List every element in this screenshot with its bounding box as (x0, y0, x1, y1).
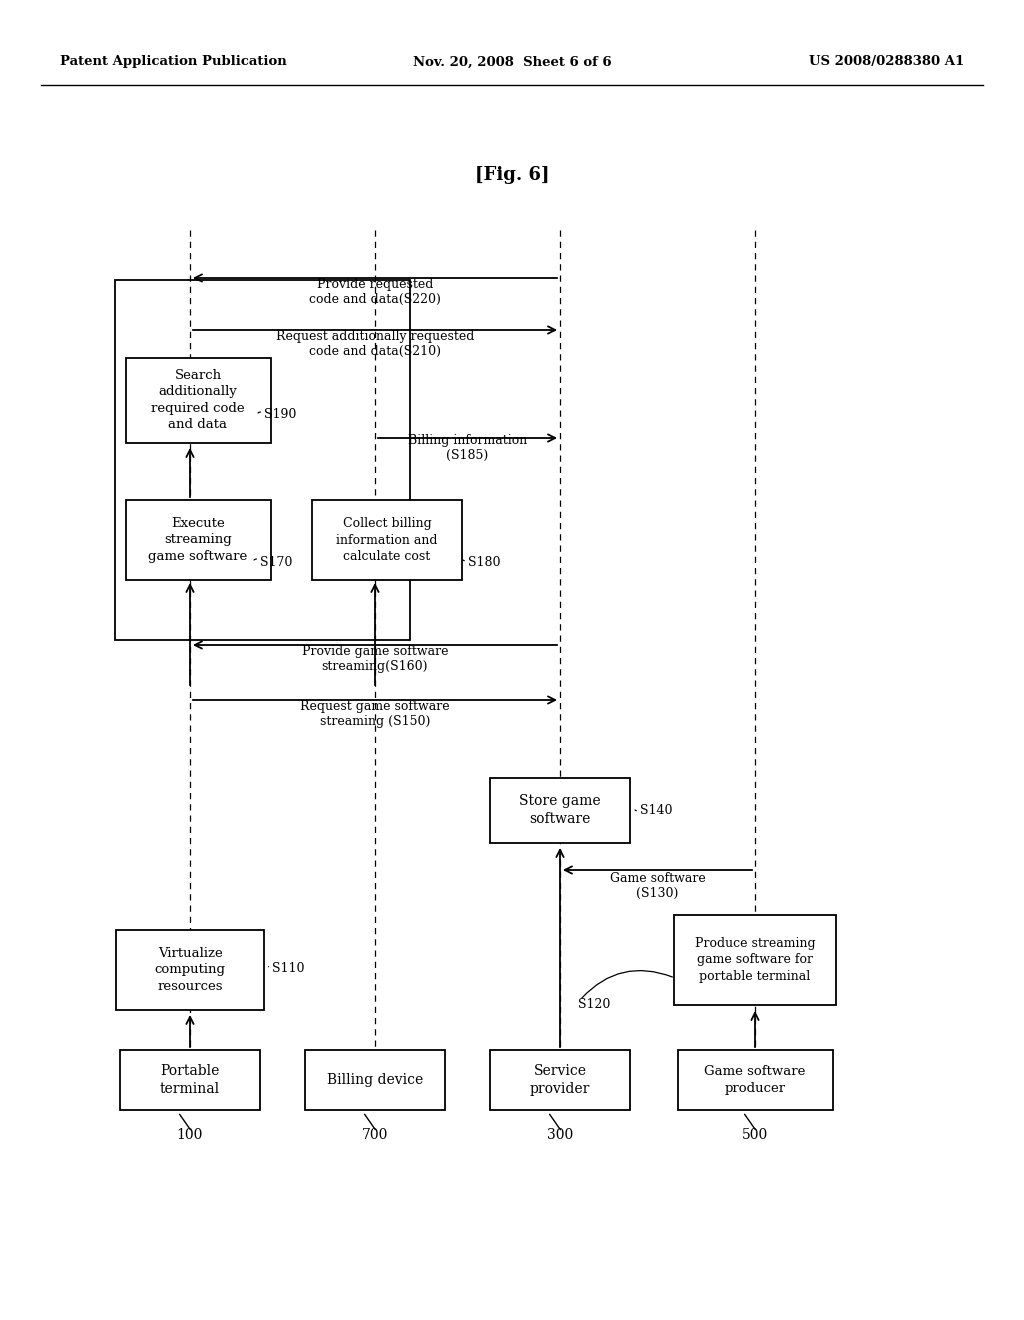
Text: Virtualize
computing
resources: Virtualize computing resources (155, 946, 225, 993)
Text: Search
additionally
required code
and data: Search additionally required code and da… (152, 368, 245, 432)
Text: Produce streaming
game software for
portable terminal: Produce streaming game software for port… (694, 937, 815, 983)
Text: S140: S140 (640, 804, 673, 817)
Text: Store game
software: Store game software (519, 795, 601, 826)
Bar (120, 1049, 260, 1110)
Text: Nov. 20, 2008  Sheet 6 of 6: Nov. 20, 2008 Sheet 6 of 6 (413, 55, 611, 69)
Text: Billing device: Billing device (327, 1073, 423, 1086)
Text: 700: 700 (361, 1129, 388, 1142)
Text: [Fig. 6]: [Fig. 6] (475, 166, 549, 183)
Text: Collect billing
information and
calculate cost: Collect billing information and calculat… (336, 517, 437, 564)
Bar (312, 500, 462, 579)
Text: Provide game software
streaming(S160): Provide game software streaming(S160) (302, 645, 449, 673)
Bar (674, 915, 836, 1005)
Text: US 2008/0288380 A1: US 2008/0288380 A1 (809, 55, 964, 69)
Text: S190: S190 (264, 408, 296, 421)
Text: Game software
producer: Game software producer (705, 1065, 806, 1094)
Bar (678, 1049, 833, 1110)
Bar (126, 358, 270, 442)
Text: Execute
streaming
game software: Execute streaming game software (148, 517, 248, 564)
Text: Billing information
(S185): Billing information (S185) (408, 434, 527, 462)
Text: 500: 500 (741, 1129, 768, 1142)
Bar (305, 1049, 445, 1110)
Text: 300: 300 (547, 1129, 573, 1142)
Text: Game software
(S130): Game software (S130) (609, 873, 706, 900)
Bar (116, 931, 264, 1010)
Text: Request additionally requested
code and data(S210): Request additionally requested code and … (275, 330, 474, 358)
Bar (490, 777, 630, 842)
Text: Provide requested
code and data(S220): Provide requested code and data(S220) (309, 279, 441, 306)
Text: S170: S170 (260, 557, 293, 569)
Text: S180: S180 (468, 557, 501, 569)
Text: Service
provider: Service provider (529, 1064, 590, 1096)
Text: S120: S120 (578, 998, 610, 1011)
Text: Patent Application Publication: Patent Application Publication (60, 55, 287, 69)
Text: 100: 100 (177, 1129, 203, 1142)
Text: S110: S110 (272, 961, 304, 974)
Bar (490, 1049, 630, 1110)
Bar (115, 280, 410, 640)
Text: Portable
terminal: Portable terminal (160, 1064, 220, 1096)
Text: Request game software
streaming (S150): Request game software streaming (S150) (300, 700, 450, 729)
Bar (126, 500, 270, 579)
